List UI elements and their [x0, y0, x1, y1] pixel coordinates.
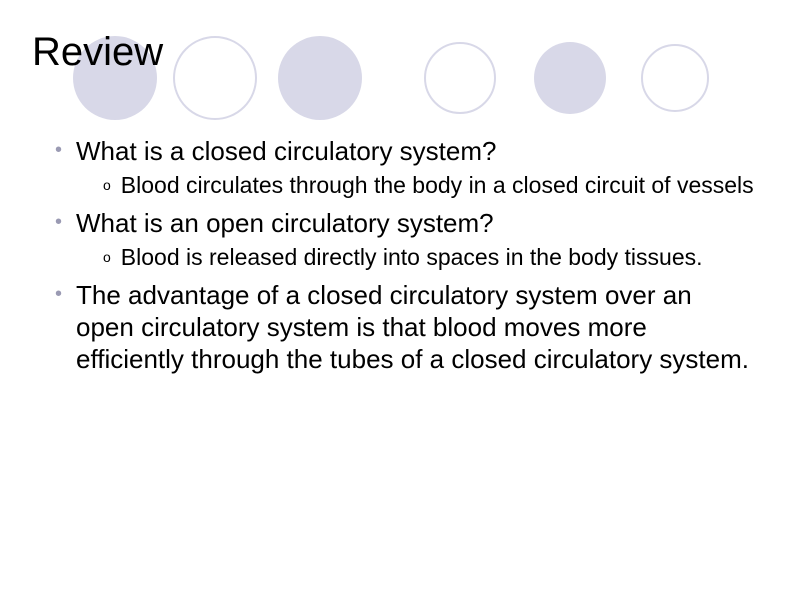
- bullet-item: • What is an open circulatory system?: [55, 207, 755, 239]
- bullet-text: What is an open circulatory system?: [76, 207, 494, 239]
- bullet-text: What is a closed circulatory system?: [76, 135, 496, 167]
- slide-body: • What is a closed circulatory system? o…: [55, 135, 755, 379]
- bullet-dot-icon: •: [55, 135, 62, 165]
- sub-bullet-item: o Blood circulates through the body in a…: [103, 171, 755, 199]
- sub-bullet-marker: o: [103, 243, 111, 271]
- sub-bullet-item: o Blood is released directly into spaces…: [103, 243, 755, 271]
- bullet-text: The advantage of a closed circulatory sy…: [76, 279, 755, 375]
- sub-bullet-text: Blood is released directly into spaces i…: [121, 243, 703, 271]
- bullet-item: • The advantage of a closed circulatory …: [55, 279, 755, 375]
- bullet-item: • What is a closed circulatory system?: [55, 135, 755, 167]
- bullet-dot-icon: •: [55, 207, 62, 237]
- slide-title: Review: [32, 30, 163, 75]
- bullet-dot-icon: •: [55, 279, 62, 309]
- sub-bullet-text: Blood circulates through the body in a c…: [121, 171, 754, 199]
- sub-bullet-marker: o: [103, 171, 111, 199]
